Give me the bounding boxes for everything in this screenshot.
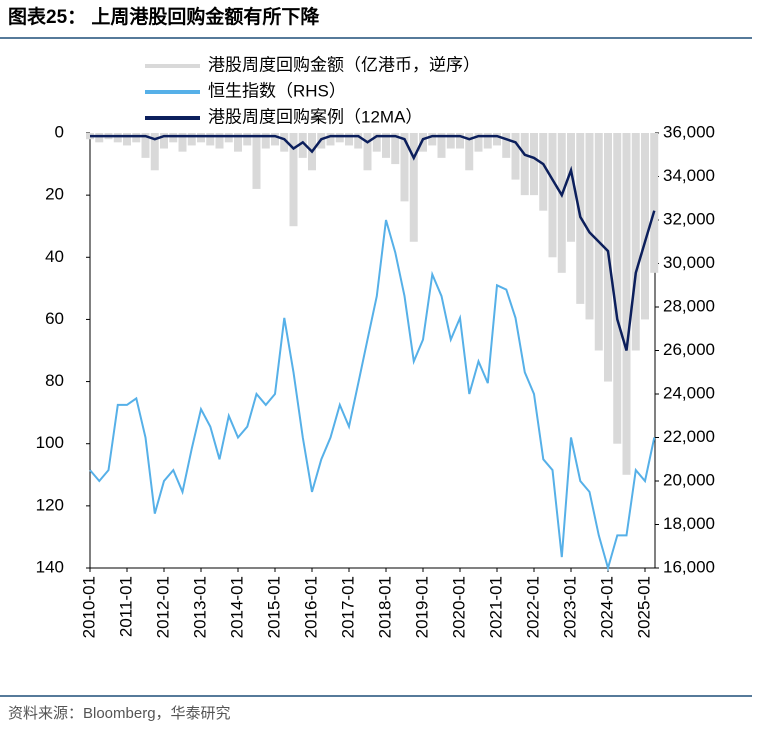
bar	[530, 133, 538, 196]
bar	[150, 133, 159, 171]
bar	[502, 133, 511, 158]
bar	[437, 133, 446, 158]
bar	[419, 133, 427, 152]
bar	[557, 133, 566, 273]
x-tick-label: 2024-01	[597, 576, 616, 638]
y2-tick-label: 18,000	[663, 514, 715, 533]
x-tick-label: 2020-01	[449, 576, 468, 638]
bar	[354, 133, 363, 149]
bar	[493, 133, 501, 146]
bar	[169, 133, 178, 143]
bar	[243, 133, 252, 146]
bar	[197, 133, 205, 143]
line	[90, 134, 656, 351]
bar	[206, 133, 215, 146]
bar	[511, 133, 520, 180]
line	[89, 219, 656, 572]
legend-label: 港股周度回购案例（12MA）	[208, 107, 422, 126]
bar	[363, 133, 372, 171]
bar	[382, 133, 390, 158]
bar	[585, 133, 594, 320]
legend-label: 恒生指数（RHS）	[208, 81, 346, 100]
y-tick-label: 80	[45, 371, 64, 390]
bar	[187, 133, 196, 146]
bar	[215, 133, 224, 149]
bar	[400, 133, 409, 202]
bar	[141, 133, 150, 158]
x-tick-label: 2016-01	[301, 576, 320, 638]
bar	[113, 133, 122, 143]
y-tick-label: 40	[45, 247, 64, 266]
x-tick-label: 2023-01	[560, 576, 579, 638]
bar	[622, 133, 631, 475]
y2-tick-label: 28,000	[663, 296, 715, 315]
y2-tick-label: 20,000	[663, 470, 715, 489]
bar	[280, 133, 289, 152]
bar	[409, 133, 418, 242]
x-tick-label: 2015-01	[264, 576, 283, 638]
legend-label: 港股周度回购金额（亿港币，逆序）	[208, 55, 480, 74]
y2-tick-label: 34,000	[663, 166, 715, 185]
bar	[132, 133, 141, 143]
bar	[641, 133, 649, 320]
bar	[298, 133, 307, 158]
bar	[456, 133, 464, 149]
source: 资料来源：Bloomberg，华泰研究	[8, 705, 231, 722]
x-tick-label: 2014-01	[227, 576, 246, 638]
bar	[234, 133, 242, 152]
x-tick-label: 2022-01	[523, 576, 542, 638]
x-tick-label: 2011-01	[116, 576, 135, 637]
x-tick-label: 2012-01	[153, 576, 172, 638]
bar	[631, 133, 640, 351]
bar	[372, 133, 381, 152]
x-tick-label: 2021-01	[486, 576, 505, 638]
y2-tick-label: 36,000	[663, 122, 715, 141]
bar	[224, 133, 233, 143]
y2-tick-label: 32,000	[663, 209, 715, 228]
bar	[160, 133, 168, 149]
y-tick-label: 140	[36, 557, 64, 576]
bar	[123, 133, 131, 146]
bar	[252, 133, 261, 189]
bar	[428, 133, 437, 146]
x-tick-label: 2019-01	[412, 576, 431, 638]
chart-title: 图表25： 上周港股回购金额有所下降	[8, 5, 320, 28]
bar	[650, 133, 659, 273]
bar	[178, 133, 187, 152]
bar	[95, 133, 104, 143]
x-tick-label: 2010-01	[79, 576, 98, 638]
bar	[483, 133, 492, 149]
y-tick-label: 100	[36, 433, 64, 452]
bar	[326, 133, 335, 146]
y-tick-label: 20	[45, 185, 64, 204]
y-tick-label: 120	[36, 495, 64, 514]
bar	[474, 133, 483, 152]
bar	[391, 133, 400, 165]
bar	[539, 133, 548, 211]
bar	[446, 133, 455, 149]
bar	[613, 133, 622, 444]
y2-tick-label: 16,000	[663, 557, 715, 576]
y-tick-label: 0	[55, 122, 64, 141]
y-tick-label: 60	[45, 309, 64, 328]
x-tick-label: 2017-01	[338, 576, 357, 638]
bar	[567, 133, 575, 242]
y2-tick-label: 22,000	[663, 427, 715, 446]
bar	[465, 133, 474, 171]
bar	[548, 133, 557, 258]
x-tick-label: 2013-01	[190, 576, 209, 638]
y2-tick-label: 24,000	[663, 383, 715, 402]
bar	[289, 133, 298, 227]
y2-tick-label: 26,000	[663, 340, 715, 359]
bar	[345, 133, 353, 146]
bar	[520, 133, 529, 196]
bar	[335, 133, 344, 143]
x-tick-label: 2025-01	[634, 576, 653, 638]
y2-tick-label: 30,000	[663, 253, 715, 272]
bar	[261, 133, 270, 149]
bar	[271, 133, 279, 146]
x-tick-label: 2018-01	[375, 576, 394, 638]
